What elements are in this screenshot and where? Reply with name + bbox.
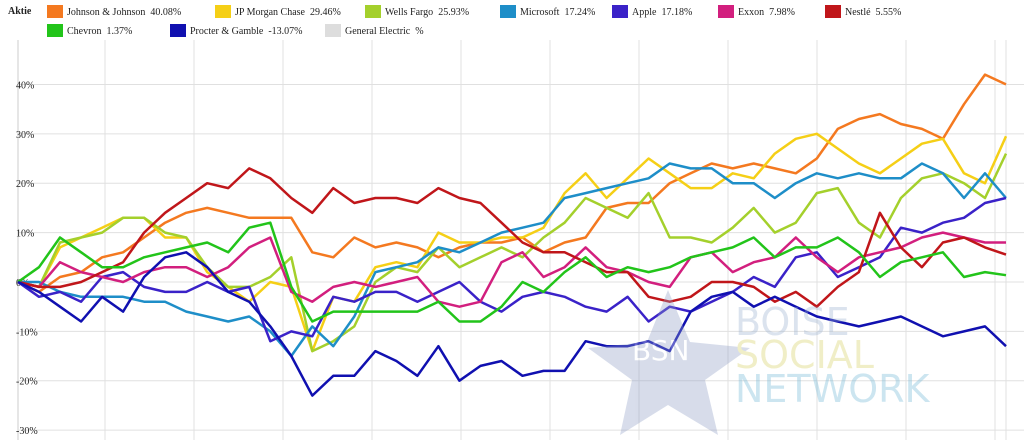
legend-change: 1.37% — [106, 26, 132, 37]
legend-swatch — [718, 5, 734, 18]
legend-change: 29.46% — [310, 7, 341, 18]
legend-swatch — [47, 5, 63, 18]
legend-name: Apple — [632, 7, 657, 18]
y-tick-label: 30% — [16, 130, 34, 141]
legend-name: General Electric — [345, 26, 411, 37]
y-tick-label: 10% — [16, 229, 34, 240]
legend-change: 5.55% — [876, 7, 902, 18]
legend-label: Chevron 1.37% — [67, 26, 132, 37]
legend-title: Aktie — [8, 6, 32, 17]
legend-change: -13.07% — [268, 26, 302, 37]
legend-name: JP Morgan Chase — [235, 7, 306, 18]
watermark: BSN BOISE SOCIAL NETWORK — [588, 290, 931, 435]
legend-swatch — [170, 24, 186, 37]
y-tick-label: -10% — [16, 327, 38, 338]
series-line — [17, 221, 1007, 323]
legend-name: Wells Fargo — [385, 7, 433, 18]
series-line — [17, 251, 1007, 397]
watermark-text: SOCIAL — [735, 333, 874, 377]
legend-change: 17.24% — [564, 7, 595, 18]
legend-label: General Electric% — [345, 26, 424, 37]
series-line — [17, 153, 1008, 353]
legend-swatch — [365, 5, 381, 18]
legend-change: 17.18% — [661, 7, 692, 18]
y-tick-label: 40% — [16, 80, 34, 91]
legend-swatch — [325, 24, 341, 37]
legend-change: 7.98% — [769, 7, 795, 18]
legend-label: Exxon 7.98% — [738, 7, 795, 18]
series-line — [18, 162, 1007, 358]
legend-change: 40.08% — [150, 7, 181, 18]
y-tick-label: 20% — [16, 179, 34, 190]
y-tick-label: -30% — [16, 426, 38, 437]
legend-name: Microsoft — [520, 7, 560, 18]
legend-label: Microsoft 17.24% — [520, 7, 595, 18]
series-line — [17, 231, 1006, 308]
legend-change: % — [415, 26, 423, 37]
legend-name: Procter & Gamble — [190, 26, 264, 37]
series-line — [17, 73, 1007, 294]
y-tick-label: -20% — [16, 377, 38, 388]
legend-label: Apple 17.18% — [632, 7, 692, 18]
legend-name: Chevron — [67, 26, 101, 37]
legend-swatch — [825, 5, 841, 18]
series-line — [17, 196, 1007, 343]
legend-swatch — [215, 5, 231, 18]
legend-change: 25.93% — [438, 7, 469, 18]
legend-name: Johnson & Johnson — [67, 7, 145, 18]
legend-name: Nestlé — [845, 7, 871, 18]
watermark-badge: BSN — [632, 334, 689, 367]
legend-swatch — [612, 5, 628, 18]
legend-label: JP Morgan Chase 29.46% — [235, 7, 341, 18]
legend-label: Procter & Gamble -13.07% — [190, 26, 302, 37]
watermark-star — [588, 290, 750, 435]
legend-label: Johnson & Johnson 40.08% — [67, 7, 181, 18]
watermark-text: BOISE — [735, 300, 850, 344]
watermark-text: NETWORK — [735, 367, 931, 411]
legend-swatch — [500, 5, 516, 18]
series-line — [17, 167, 1007, 308]
legend-swatch — [47, 24, 63, 37]
legend-name: Exxon — [738, 7, 764, 18]
legend-label: Nestlé 5.55% — [845, 7, 901, 18]
legend-label: Wells Fargo 25.93% — [385, 7, 469, 18]
